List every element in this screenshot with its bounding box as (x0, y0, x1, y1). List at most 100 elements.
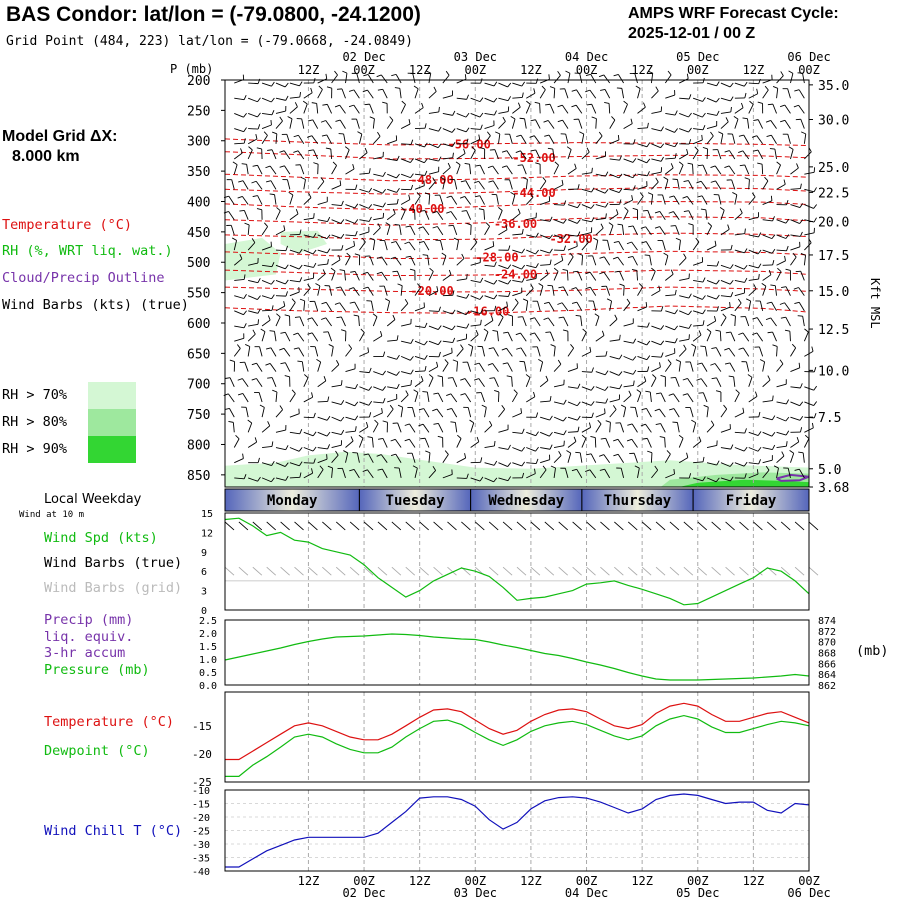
wind-barb (579, 73, 583, 84)
wind-barb (720, 280, 731, 285)
pressure-tick-label: 300 (187, 135, 210, 150)
wind-barb (567, 367, 578, 373)
wind-barb (617, 454, 624, 463)
wind-barb (674, 325, 678, 331)
wind-barb (225, 377, 231, 379)
wind-barb (454, 179, 458, 190)
wind-barb (567, 347, 575, 357)
wind-barb (678, 348, 687, 357)
wind-barb (682, 196, 688, 199)
wind-barb (748, 431, 759, 436)
wind-barb (651, 90, 659, 99)
wind-barb (224, 521, 235, 531)
wind-barb (266, 521, 277, 531)
wind-barb (631, 439, 638, 448)
wind-barb (442, 112, 453, 116)
wind-barb (496, 194, 499, 205)
wind-barb (553, 363, 562, 372)
wind-barb (580, 316, 583, 327)
wind-barb (298, 264, 303, 270)
wind-barb (785, 316, 791, 327)
wind-barb (627, 256, 633, 258)
wind-barb (456, 258, 465, 266)
wind-barb (599, 256, 605, 259)
rh-legend-90-swatch (88, 436, 136, 463)
wind-barb (312, 431, 317, 437)
wind-barb (548, 302, 555, 312)
rh-legend-70-label: RH > 70% (2, 387, 68, 403)
wind-barb (356, 73, 360, 84)
wind-barb (279, 150, 285, 153)
wind-speed-tick: 9 (201, 548, 207, 559)
wind-barb (275, 280, 286, 285)
wind-barb (284, 279, 289, 285)
wind-barb (297, 150, 305, 160)
wind-barb (512, 462, 522, 467)
wind-barb (590, 74, 597, 84)
weekday-label: Friday (726, 493, 777, 509)
wind-barb (245, 407, 249, 418)
wind-barb (720, 111, 731, 114)
wind-barb (636, 389, 642, 393)
wind-barbs-true-label: Wind Barbs (true) (44, 555, 183, 571)
wind-barb (665, 167, 674, 175)
wind-barb (799, 383, 803, 389)
wind-barb (484, 477, 494, 483)
isotherm-line (224, 216, 810, 226)
wind-barb (702, 476, 706, 482)
wind-barb (534, 468, 536, 474)
wind-barb (385, 298, 390, 302)
wind-barb (735, 389, 740, 394)
wind-barb (525, 374, 531, 378)
wind-barb (665, 294, 676, 297)
wind-barb (452, 152, 454, 158)
wind-barb (243, 274, 246, 280)
wind-barb (678, 361, 681, 372)
wind-barb (748, 93, 758, 99)
wind-barb (233, 258, 243, 266)
wind-barb (567, 416, 578, 421)
wind-barb (303, 179, 306, 190)
wind-barb (394, 224, 400, 226)
wind-barb (637, 467, 640, 478)
wind-barb (623, 355, 633, 361)
wind-barb (683, 210, 689, 213)
wind-barb (780, 119, 786, 123)
wind-barb (521, 472, 525, 478)
wind-barb (511, 118, 516, 129)
wind-barb (480, 78, 483, 84)
top-hour-label: 00Z (575, 63, 598, 77)
wind-barb (314, 346, 319, 357)
wind-barb (647, 210, 652, 220)
wind-barb (285, 291, 288, 297)
wind-barb (382, 189, 386, 194)
wind-barb (515, 150, 521, 153)
wind-barb (303, 234, 314, 238)
wind-barb (567, 386, 578, 389)
wind-barb (480, 124, 483, 130)
wind-barb (651, 111, 662, 114)
wind-barb (299, 277, 303, 283)
wind-barb (626, 438, 632, 442)
wind-barb (742, 347, 750, 357)
wind-barb (765, 465, 770, 471)
wind-barb (632, 158, 637, 163)
wind-barb (401, 323, 411, 327)
wind-barb (581, 332, 587, 342)
wind-barb (234, 295, 244, 299)
wind-barb (275, 305, 285, 312)
wind-barb (535, 162, 541, 165)
wind-barb (813, 217, 817, 223)
wind-barb (428, 194, 431, 205)
wind-speed-line (224, 517, 810, 606)
wind-barb (489, 420, 493, 426)
wind-barb (484, 462, 495, 466)
wind-barb (551, 285, 555, 296)
wind-barb (484, 82, 495, 87)
wind-barb (647, 450, 653, 454)
wind-barb (696, 362, 702, 365)
wind-barb (498, 447, 509, 450)
wind-barb (373, 335, 383, 342)
wind-barb (349, 89, 355, 92)
wind-barb (795, 270, 801, 273)
